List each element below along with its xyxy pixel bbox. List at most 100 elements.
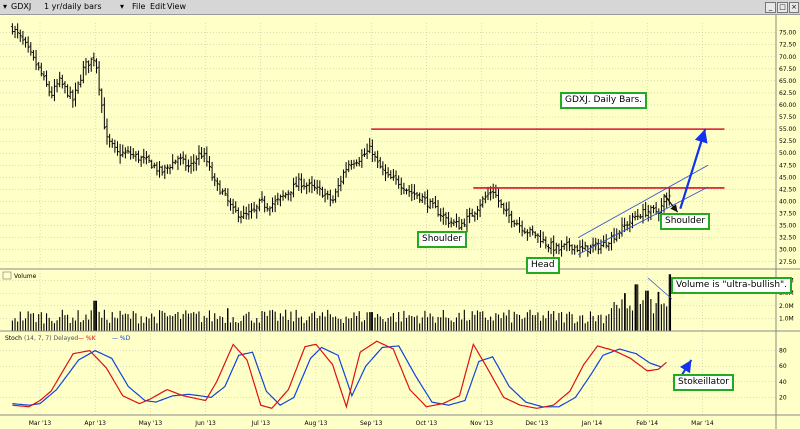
price-bar — [546, 243, 550, 253]
price-tick-label: 55.00 — [779, 126, 796, 133]
price-bar — [34, 49, 38, 71]
price-bar — [200, 147, 204, 159]
price-bar — [630, 212, 634, 229]
price-bar — [163, 164, 167, 180]
stoch-d-legend: — %D — [112, 335, 131, 342]
price-bar — [252, 201, 256, 213]
price-bar — [24, 36, 28, 48]
minimize-icon[interactable]: _ — [765, 2, 776, 13]
price-arrow — [679, 128, 708, 210]
price-bar — [144, 151, 148, 165]
price-tick-label: 30.00 — [779, 247, 796, 254]
price-bar — [165, 164, 169, 174]
close-icon[interactable]: × — [789, 2, 799, 13]
price-bar — [594, 237, 598, 251]
price-bar — [286, 190, 290, 201]
menu-bar: ▾ GDXJ 1 yr/daily bars ▾ File Edit View … — [0, 0, 800, 15]
price-bar — [620, 217, 624, 237]
price-bar — [628, 215, 632, 233]
price-bar — [491, 183, 495, 199]
price-bar — [523, 227, 527, 235]
price-bar — [26, 36, 30, 53]
x-tick-label: Mar '13 — [29, 420, 52, 427]
price-bar — [554, 242, 558, 254]
price-arrow — [663, 193, 679, 213]
price-bar — [92, 52, 96, 67]
menu-file[interactable]: File — [132, 2, 146, 11]
price-bar — [636, 208, 640, 221]
price-tick-label: 72.50 — [779, 42, 796, 49]
price-bar — [470, 208, 474, 217]
price-bar — [139, 155, 143, 167]
price-bar — [294, 176, 298, 188]
price-bar — [313, 179, 317, 191]
volume-series — [11, 274, 672, 331]
stoch-d-line — [12, 345, 662, 408]
price-bar — [131, 148, 135, 159]
price-bar — [16, 23, 20, 39]
price-bar — [399, 177, 403, 195]
stoch-k-legend: — %K — [78, 335, 97, 342]
interval-dropdown-icon[interactable]: ▾ — [120, 2, 125, 11]
price-bar — [531, 225, 535, 236]
price-bar — [431, 198, 435, 209]
price-bar — [520, 220, 524, 237]
price-bar — [39, 62, 43, 77]
price-bar — [465, 208, 469, 233]
price-bar — [418, 192, 422, 203]
price-bar — [173, 159, 177, 165]
price-bar — [276, 192, 280, 206]
price-bar — [152, 162, 156, 169]
menu-edit[interactable]: Edit — [150, 2, 166, 11]
price-bar — [323, 188, 327, 203]
price-bar — [73, 82, 77, 107]
right-shoulder-callout: Shoulder — [660, 213, 711, 230]
price-bar — [171, 154, 175, 170]
price-bar — [381, 161, 385, 176]
price-bar — [541, 231, 545, 244]
price-bar — [223, 187, 227, 196]
head-callout: Head — [526, 257, 560, 274]
price-bar — [116, 141, 120, 156]
menu-view[interactable]: View — [167, 2, 186, 11]
price-bar — [134, 151, 138, 162]
price-bar — [29, 42, 33, 56]
price-tick-label: 60.00 — [779, 102, 796, 109]
price-bar — [150, 159, 154, 169]
volume-panel-icon[interactable] — [2, 271, 12, 280]
price-bar — [302, 178, 306, 190]
x-tick-label: Oct '13 — [416, 420, 438, 427]
price-bar — [552, 235, 556, 257]
symbol-selector[interactable]: GDXJ — [11, 2, 32, 11]
price-bar — [210, 161, 214, 181]
price-bar — [215, 177, 219, 191]
price-bar — [439, 208, 443, 222]
price-tick-label: 62.50 — [779, 90, 796, 97]
price-bar — [365, 143, 369, 160]
price-bar — [205, 146, 209, 167]
price-bar — [18, 29, 22, 42]
price-tick-label: 52.50 — [779, 138, 796, 145]
price-bar — [305, 182, 309, 195]
price-bar — [478, 199, 482, 218]
price-bar — [504, 202, 508, 217]
price-bar — [410, 183, 414, 202]
price-bar — [226, 188, 230, 207]
price-bar — [468, 207, 472, 224]
price-bar — [71, 89, 75, 108]
price-bar — [236, 207, 240, 223]
price-bar — [318, 180, 322, 196]
price-tick-label: 65.00 — [779, 78, 796, 85]
stoch-tick-label: 40 — [779, 379, 787, 386]
interval-selector[interactable]: 1 yr/daily bars — [44, 2, 102, 11]
price-bar — [586, 245, 590, 257]
price-bar — [565, 236, 569, 252]
price-bar — [389, 170, 393, 180]
price-bar — [544, 236, 548, 249]
price-bar — [81, 60, 85, 84]
symbol-dropdown-icon[interactable]: ▾ — [3, 2, 8, 11]
maximize-icon[interactable]: □ — [777, 2, 788, 13]
volume-tick-label: 2.0M — [779, 303, 794, 310]
price-bar — [100, 88, 104, 113]
price-tick-label: 42.50 — [779, 186, 796, 193]
